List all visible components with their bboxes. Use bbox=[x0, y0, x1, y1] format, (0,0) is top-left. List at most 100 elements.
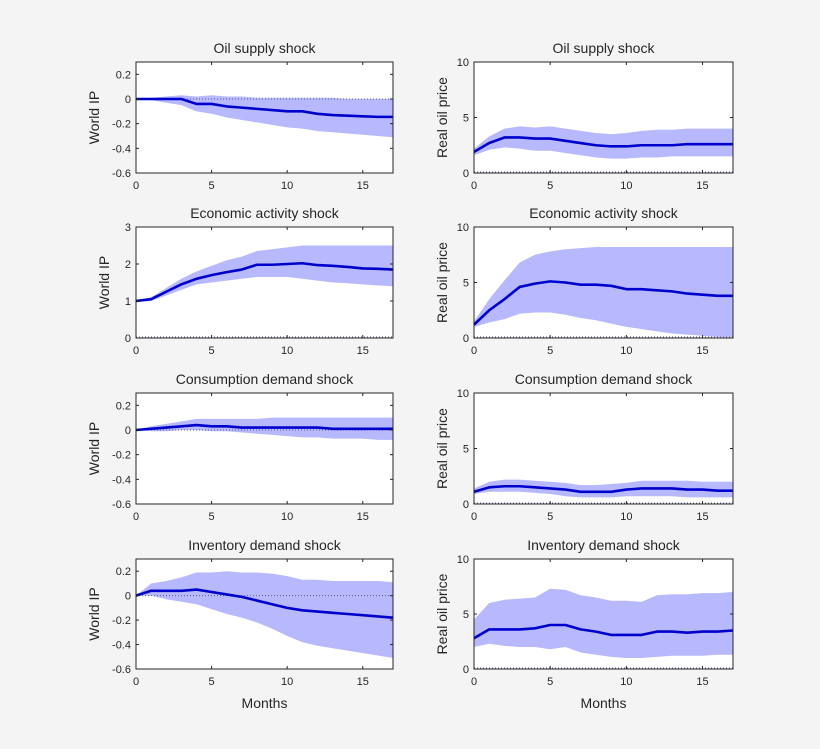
x-tick-label: 15 bbox=[696, 180, 708, 192]
y-tick-label: 0 bbox=[125, 425, 131, 437]
y-tick-label: 10 bbox=[457, 554, 469, 566]
y-tick-label: -0.4 bbox=[112, 143, 131, 155]
x-tick-label: 15 bbox=[357, 180, 369, 192]
y-tick-label: -0.6 bbox=[112, 664, 131, 676]
y-axis-label: World IP bbox=[86, 587, 102, 640]
axes-box bbox=[135, 61, 394, 174]
x-tick-label: 15 bbox=[696, 511, 708, 523]
subplot-5: 0 5 10 15 0.2 0 -0.2 -0.4 -0.6 Consumption demand… bbox=[86, 371, 394, 523]
x-tick-label: 5 bbox=[547, 676, 553, 688]
y-tick-label: -0.4 bbox=[112, 640, 131, 652]
x-tick-label: 15 bbox=[696, 345, 708, 357]
x-tick-label: 15 bbox=[357, 345, 369, 357]
x-tick-label: 5 bbox=[209, 345, 215, 357]
y-tick-label: 5 bbox=[463, 444, 469, 456]
x-tick-label: 0 bbox=[471, 511, 477, 523]
x-tick-label: 15 bbox=[357, 511, 369, 523]
confidence-band bbox=[474, 246, 733, 337]
x-tick-label: 10 bbox=[281, 676, 293, 688]
response-line bbox=[473, 484, 733, 494]
x-tick-label: 0 bbox=[133, 676, 139, 688]
plot-area bbox=[136, 393, 393, 504]
confidence-band bbox=[474, 126, 733, 159]
x-tick-label: 0 bbox=[471, 676, 477, 688]
y-axis-label: World IP bbox=[96, 256, 112, 309]
x-tick-label: 0 bbox=[133, 180, 139, 192]
y-axis-label: Real oil price bbox=[434, 77, 450, 158]
subplot-title: Inventory demand shock bbox=[188, 537, 342, 553]
y-tick-label: 0 bbox=[125, 333, 131, 345]
axes-box bbox=[135, 392, 394, 505]
subplot-8: 0 5 10 15 0 5 10 Inventory demand shock Real oil… bbox=[434, 537, 734, 711]
y-tick-label: 5 bbox=[463, 609, 469, 621]
x-tick-label: 10 bbox=[281, 511, 293, 523]
response-line bbox=[136, 97, 393, 119]
y-axis-label: World IP bbox=[86, 91, 102, 144]
x-tick-label: 10 bbox=[620, 511, 632, 523]
confidence-band bbox=[474, 479, 733, 498]
response-line bbox=[135, 423, 393, 432]
y-tick-label: 10 bbox=[457, 388, 469, 400]
subplot-title: Oil supply shock bbox=[214, 40, 317, 56]
y-tick-label: 0 bbox=[463, 333, 469, 345]
y-tick-label: 0 bbox=[463, 664, 469, 676]
x-tick-label: 15 bbox=[357, 676, 369, 688]
y-tick-label: 0 bbox=[125, 94, 131, 106]
y-tick-label: 0 bbox=[463, 499, 469, 511]
y-tick-label: 0.2 bbox=[116, 400, 131, 412]
x-tick-label: 0 bbox=[133, 345, 139, 357]
confidence-band bbox=[136, 571, 393, 658]
y-tick-label: -0.6 bbox=[112, 499, 131, 511]
y-tick-label: 0.2 bbox=[116, 566, 131, 578]
x-tick-label: 10 bbox=[281, 345, 293, 357]
subplot-3: 0 5 10 15 0 1 2 3 Economic activity shock World I… bbox=[96, 205, 394, 357]
x-tick-label: 5 bbox=[209, 511, 215, 523]
subplot-7: 0 5 10 15 0.2 0 -0.2 -0.4 -0.6 Inventory demand s… bbox=[86, 537, 394, 711]
subplot-title: Oil supply shock bbox=[553, 40, 656, 56]
x-tick-label: 15 bbox=[696, 676, 708, 688]
x-axis-label: Months bbox=[242, 695, 288, 711]
x-tick-label: 5 bbox=[209, 180, 215, 192]
x-tick-label: 0 bbox=[133, 511, 139, 523]
x-tick-label: 5 bbox=[547, 511, 553, 523]
subplot-title: Economic activity shock bbox=[529, 205, 679, 221]
subplot-title: Inventory demand shock bbox=[527, 537, 681, 553]
y-axis-label: Real oil price bbox=[434, 242, 450, 323]
x-tick-label: 5 bbox=[547, 180, 553, 192]
y-tick-label: 5 bbox=[463, 113, 469, 125]
subplot-title: Economic activity shock bbox=[190, 205, 340, 221]
confidence-band bbox=[474, 588, 733, 658]
y-tick-label: 5 bbox=[463, 278, 469, 290]
response-line bbox=[473, 136, 733, 154]
subplot-title: Consumption demand shock bbox=[176, 371, 354, 387]
response-line bbox=[473, 280, 733, 326]
y-tick-label: 1 bbox=[125, 296, 131, 308]
x-tick-label: 0 bbox=[471, 180, 477, 192]
confidence-band bbox=[136, 95, 393, 138]
axes-box bbox=[135, 226, 394, 339]
y-tick-label: -0.6 bbox=[112, 168, 131, 180]
x-tick-label: 10 bbox=[620, 180, 632, 192]
subplot-6: 0 5 10 15 0 5 10 Consumption demand shock Real o… bbox=[434, 371, 734, 523]
x-axis-label: Months bbox=[581, 695, 627, 711]
axes-box bbox=[135, 558, 394, 670]
subplot-4: 0 5 10 15 0 5 10 Economic activity shock Real oi… bbox=[434, 205, 734, 357]
y-tick-label: -0.2 bbox=[112, 450, 131, 462]
response-line bbox=[135, 588, 394, 619]
x-tick-label: 5 bbox=[209, 676, 215, 688]
y-tick-label: 0.2 bbox=[116, 69, 131, 81]
response-line bbox=[135, 261, 394, 303]
x-tick-label: 5 bbox=[547, 345, 553, 357]
y-axis-label: Real oil price bbox=[434, 408, 450, 489]
x-tick-label: 10 bbox=[281, 180, 293, 192]
y-tick-label: 0 bbox=[125, 591, 131, 603]
subplot-2: 0 5 10 15 0 5 10 Oil supply shock Real oil price bbox=[434, 40, 734, 192]
y-axis-label: World IP bbox=[86, 422, 102, 475]
y-tick-label: 0 bbox=[463, 168, 469, 180]
y-axis-label: Real oil price bbox=[434, 573, 450, 654]
confidence-band bbox=[136, 245, 393, 302]
x-tick-label: 10 bbox=[620, 676, 632, 688]
y-tick-label: -0.2 bbox=[112, 615, 131, 627]
x-tick-label: 10 bbox=[620, 345, 632, 357]
